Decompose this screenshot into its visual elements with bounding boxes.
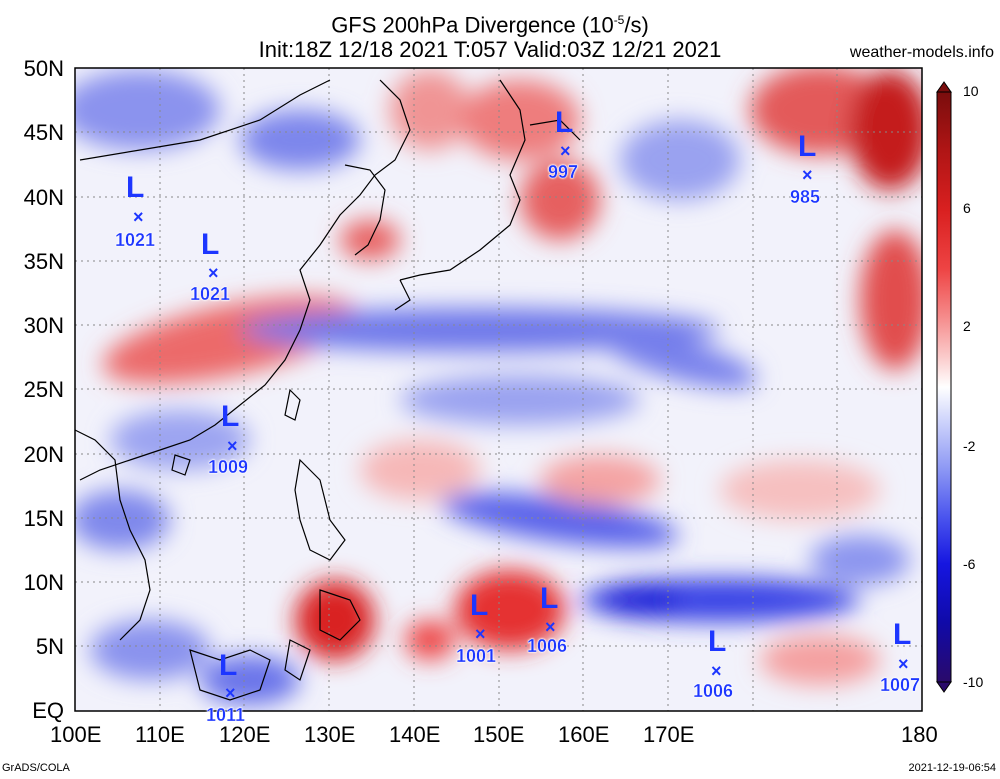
lon-label-120e: 120E <box>219 722 271 747</box>
colorbar-label-6: 6 <box>963 200 971 216</box>
lat-label-30n: 30N <box>23 313 64 338</box>
lon-label-100e: 100E <box>50 722 102 747</box>
coastlines <box>75 79 581 701</box>
lat-label-15n: 15N <box>23 506 64 531</box>
lon-label-140e: 140E <box>389 722 441 747</box>
colorbar-label-m2: -2 <box>963 438 976 454</box>
lon-label-160e: 160E <box>558 722 610 747</box>
colorbar-label-2: 2 <box>963 318 971 334</box>
colorbar-label-m10: -10 <box>963 674 984 690</box>
lat-label-45n: 45N <box>23 120 64 145</box>
lon-label-130e: 130E <box>304 722 356 747</box>
lat-label-10n: 10N <box>23 570 64 595</box>
lat-label-20n: 20N <box>23 442 64 467</box>
lon-label-150e: 150E <box>473 722 525 747</box>
footer-left-label: GrADS/COLA <box>2 762 70 774</box>
colorbar-label-10: 10 <box>963 83 979 99</box>
lat-label-5n: 5N <box>35 634 64 659</box>
lon-label-110e: 110E <box>135 722 185 747</box>
chart-subtitle: Init:18Z 12/18 2021 T:057 Valid:03Z 12/2… <box>258 37 722 62</box>
footer-timestamp: 2021-12-19-06:54 <box>908 762 996 774</box>
lat-label-35n: 35N <box>23 249 64 274</box>
divergence-field <box>75 68 922 711</box>
lat-label-50n: 50N <box>23 56 64 81</box>
site-label: weather-models.info <box>849 44 994 61</box>
lon-label-180: 180 <box>901 722 938 747</box>
lon-label-170e: 170E <box>643 722 695 747</box>
lat-label-eq: EQ <box>32 698 64 723</box>
colorbar-label-m6: -6 <box>963 556 976 572</box>
lat-label-25n: 25N <box>23 377 64 402</box>
chart-title: GFS 200hPa Divergence (10-5/s) <box>331 12 649 38</box>
lat-label-40n: 40N <box>23 185 64 210</box>
colorbar <box>936 81 952 693</box>
